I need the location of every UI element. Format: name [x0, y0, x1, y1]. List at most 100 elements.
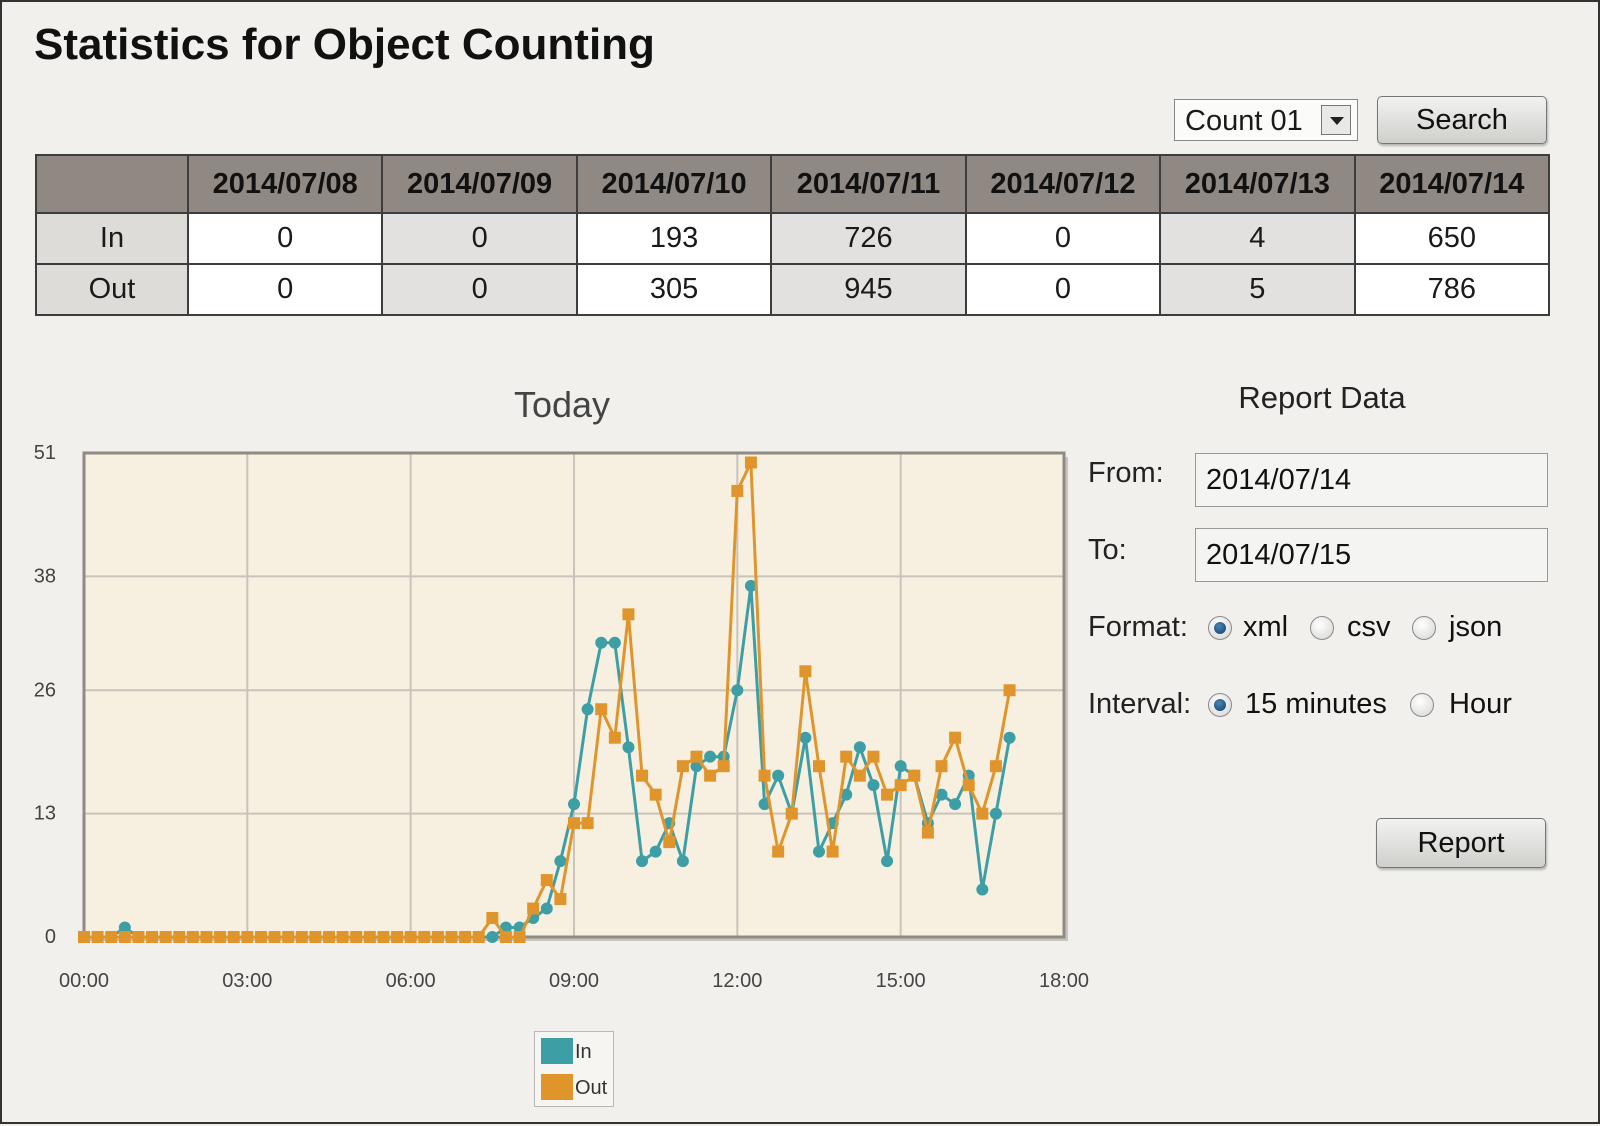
data-point-out [649, 788, 662, 801]
data-point-in [1003, 731, 1016, 744]
data-point-out [799, 665, 812, 678]
column-header: 2014/07/09 [381, 154, 578, 214]
data-point-out [486, 912, 499, 925]
format-radio-json[interactable] [1412, 616, 1436, 640]
column-header: 2014/07/14 [1353, 154, 1551, 214]
x-tick-label: 00:00 [59, 970, 109, 992]
data-point-out [527, 902, 540, 915]
data-point-out [867, 750, 880, 763]
format-option-xml[interactable]: xml [1243, 611, 1289, 643]
data-point-in [636, 855, 649, 868]
data-point-in [581, 703, 594, 716]
format-option-csv[interactable]: csv [1347, 611, 1391, 643]
table-corner-cell [35, 154, 189, 214]
from-date-input[interactable] [1195, 453, 1548, 507]
to-date-input[interactable] [1195, 528, 1548, 582]
column-header: 2014/07/10 [575, 154, 773, 214]
data-point-out [91, 931, 104, 943]
data-point-in [772, 769, 785, 782]
data-point-out [363, 931, 376, 943]
data-point-out [254, 931, 267, 943]
data-point-in [486, 931, 499, 943]
data-point-out [227, 931, 240, 943]
data-point-out [608, 731, 621, 744]
format-option-json[interactable]: json [1449, 611, 1503, 643]
data-point-in [540, 902, 553, 915]
data-point-out [894, 779, 907, 792]
counter-select[interactable]: Count 01 [1174, 99, 1358, 141]
data-point-out [840, 750, 853, 763]
report-heading: Report Data [1238, 380, 1406, 415]
table-cell: 786 [1353, 263, 1551, 316]
data-point-out [186, 931, 199, 943]
data-point-in [649, 845, 662, 858]
data-point-in [568, 798, 580, 811]
data-point-out [173, 931, 186, 943]
data-point-out [418, 931, 431, 943]
page-title: Statistics for Object Counting [34, 20, 655, 69]
interval-radio-15-minutes[interactable] [1208, 693, 1232, 717]
x-tick-label: 09:00 [549, 970, 599, 992]
chevron-down-icon[interactable] [1321, 105, 1351, 135]
line-chart: 0 13 26 38 51 00:00 03:00 06:00 09:00 12:00 15:00 1… [34, 442, 1089, 992]
data-point-out [676, 760, 689, 773]
data-point-out [813, 760, 825, 773]
data-point-out [717, 760, 730, 773]
table-cell: 0 [964, 212, 1162, 265]
column-header: 2014/07/12 [964, 154, 1162, 214]
format-radio-csv[interactable] [1310, 616, 1334, 640]
table-cell: 0 [381, 263, 578, 316]
data-point-out [554, 893, 567, 906]
data-point-out [268, 931, 281, 943]
data-point-in [554, 855, 567, 868]
data-point-out [935, 760, 948, 773]
data-point-in [989, 807, 1002, 820]
counter-select-value: Count 01 [1185, 105, 1303, 137]
data-point-out [826, 845, 839, 858]
data-point-out [431, 931, 444, 943]
data-point-out [146, 931, 159, 943]
data-point-out [105, 931, 118, 943]
data-point-in [118, 921, 131, 934]
data-point-in [622, 741, 635, 754]
data-point-out [513, 931, 526, 943]
chart-legend: In Out [534, 1031, 614, 1107]
x-tick-label: 06:00 [386, 970, 436, 992]
data-point-in [894, 760, 907, 773]
data-point-out [908, 769, 921, 782]
data-point-out [989, 760, 1002, 773]
legend-label-out: Out [575, 1077, 608, 1099]
table-cell: 4 [1159, 212, 1356, 265]
format-label: Format: [1088, 611, 1188, 643]
y-tick-label: 38 [34, 565, 56, 587]
interval-option-15-minutes[interactable]: 15 minutes [1245, 688, 1387, 720]
interval-radio-hour[interactable] [1410, 693, 1434, 717]
data-point-in [853, 741, 866, 754]
search-button[interactable]: Search [1377, 96, 1547, 144]
data-point-in [840, 788, 853, 801]
data-point-out [853, 769, 866, 782]
data-point-out [200, 931, 213, 943]
data-point-in [704, 750, 717, 763]
legend-swatch-out [541, 1074, 573, 1100]
data-point-in [608, 636, 621, 649]
data-point-out [785, 807, 798, 820]
x-tick-label: 18:00 [1039, 970, 1089, 992]
y-tick-label: 51 [34, 442, 56, 464]
data-point-out [962, 779, 975, 792]
data-point-out [472, 931, 485, 943]
interval-option-hour[interactable]: Hour [1449, 688, 1512, 720]
data-point-in [744, 579, 757, 592]
table-cell: 0 [381, 212, 578, 265]
legend-label-in: In [575, 1041, 592, 1063]
y-tick-label: 13 [34, 803, 56, 825]
table-cell: 726 [770, 212, 967, 265]
report-button[interactable]: Report [1376, 818, 1546, 868]
column-header: 2014/07/11 [770, 154, 967, 214]
format-radio-xml[interactable] [1208, 616, 1232, 640]
table-row-out: Out 0 0 305 945 0 5 786 [35, 263, 1551, 316]
data-point-out [377, 931, 390, 943]
x-tick-label: 15:00 [876, 970, 926, 992]
data-point-out [78, 931, 90, 943]
